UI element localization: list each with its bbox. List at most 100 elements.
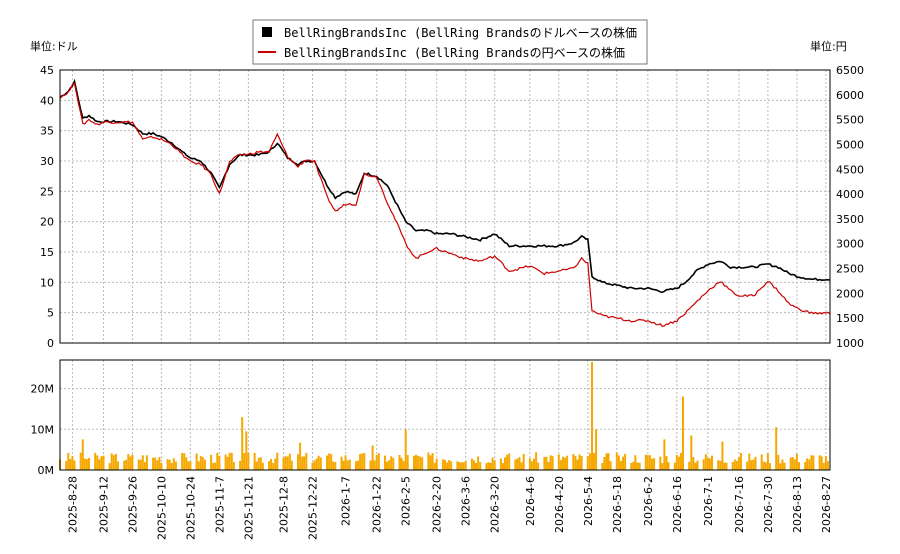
legend: BellRingBrandsInc (BellRing Brandsのドルベース… — [252, 19, 648, 65]
volume-bar — [311, 462, 314, 470]
volume-bar — [330, 454, 333, 470]
volume-bar — [549, 455, 552, 470]
volume-bar — [522, 454, 525, 470]
volume-bar — [777, 454, 780, 470]
volume-bar — [487, 462, 490, 470]
right-tick-label: 1500 — [836, 312, 864, 325]
volume-bar — [282, 457, 285, 470]
right-tick-label: 2000 — [836, 287, 864, 300]
volume-bar — [125, 459, 128, 470]
volume-bar — [638, 462, 641, 470]
left-tick-label: 25 — [40, 185, 54, 198]
volume-bar — [346, 460, 349, 470]
volume-bar — [723, 462, 726, 470]
volume-bar — [288, 453, 291, 470]
volume-bar — [783, 462, 786, 470]
volume-bar — [435, 458, 438, 470]
volume-bar — [508, 453, 511, 470]
volume-bar — [446, 462, 449, 470]
volume-bar — [781, 459, 784, 470]
volume-bar — [617, 455, 620, 470]
volume-bar — [270, 458, 273, 470]
volume-bar — [427, 452, 430, 470]
volume-tick-label: 0M — [38, 464, 55, 477]
volume-bar — [595, 429, 598, 470]
volume-bar — [516, 458, 519, 470]
x-tick-label: 2025-12-8 — [278, 476, 291, 533]
volume-bar — [504, 457, 506, 470]
volume-bar — [528, 458, 531, 470]
left-tick-label: 0 — [47, 337, 54, 350]
volume-bar — [348, 459, 351, 470]
volume-bar — [636, 462, 639, 470]
volume-bar — [261, 462, 264, 470]
volume-bar — [680, 453, 682, 470]
price-panel: 0 5 10 15 20 25 30 35 40 45 1000 1500 2000 2500 3000 3… — [40, 64, 864, 350]
volume-bar — [183, 453, 186, 470]
left-tick-label: 30 — [40, 155, 54, 168]
volume-bar — [591, 362, 593, 470]
volume-bar — [404, 429, 407, 470]
price-axis-left: 0 5 10 15 20 25 30 35 40 45 — [40, 64, 54, 350]
volume-bar — [806, 458, 809, 470]
right-tick-label: 4500 — [836, 163, 864, 176]
volume-bar — [226, 456, 229, 470]
volume-bar — [284, 456, 287, 470]
volume-bar — [826, 461, 829, 470]
volume-bar — [530, 461, 533, 470]
volume-bar — [406, 455, 409, 470]
volume-bar — [421, 457, 424, 470]
volume-bar — [212, 463, 215, 470]
volume-bar — [402, 460, 405, 470]
volume-bar — [557, 454, 560, 470]
right-tick-label: 6000 — [836, 89, 864, 102]
volume-bar — [232, 462, 235, 470]
x-tick-label: 2025-9-26 — [126, 476, 139, 533]
volume-bar — [493, 460, 496, 470]
volume-bar — [334, 462, 337, 470]
volume-bar — [562, 456, 564, 470]
price-grid — [60, 69, 830, 344]
volume-bar — [143, 462, 146, 470]
volume-bar — [359, 453, 362, 470]
volume-bar — [450, 461, 453, 470]
volume-bar — [603, 457, 606, 470]
volume-bar — [392, 457, 395, 470]
volume-bar — [719, 460, 722, 470]
volume-bar — [717, 460, 720, 470]
volume-bar — [576, 459, 579, 470]
x-tick-label: 2025-9-12 — [97, 476, 110, 533]
volume-bar — [139, 459, 142, 470]
volume-bar — [81, 439, 84, 470]
volume-bar — [398, 455, 401, 470]
volume-bar — [216, 452, 219, 470]
x-tick-label: 2026-2-20 — [431, 476, 444, 533]
volume-tick-label: 20M — [31, 383, 55, 396]
volume-bar — [731, 462, 734, 470]
volume-bar — [737, 457, 740, 470]
volume-bar — [725, 462, 728, 470]
volume-bar — [692, 457, 695, 470]
volume-bar — [71, 456, 74, 470]
volume-bar — [441, 459, 444, 470]
volume-bar — [798, 462, 800, 470]
left-tick-label: 5 — [47, 307, 54, 320]
volume-bar — [413, 455, 415, 470]
volume-bar — [326, 455, 328, 470]
volume-bar — [559, 460, 562, 470]
volume-tick-label: 10M — [31, 423, 55, 436]
volume-bars — [59, 362, 829, 470]
volume-bar — [764, 462, 767, 470]
x-tick-label: 2025-11-21 — [242, 476, 255, 540]
volume-bar — [152, 457, 155, 470]
volume-bar — [255, 461, 258, 470]
volume-bar — [721, 441, 724, 470]
right-tick-label: 5500 — [836, 114, 864, 127]
x-tick-label: 2026-5-4 — [582, 476, 595, 526]
volume-bar — [752, 459, 755, 470]
volume-bar — [518, 457, 521, 470]
volume-bar — [230, 452, 233, 470]
volume-bar — [158, 457, 161, 470]
left-tick-label: 35 — [40, 125, 54, 138]
